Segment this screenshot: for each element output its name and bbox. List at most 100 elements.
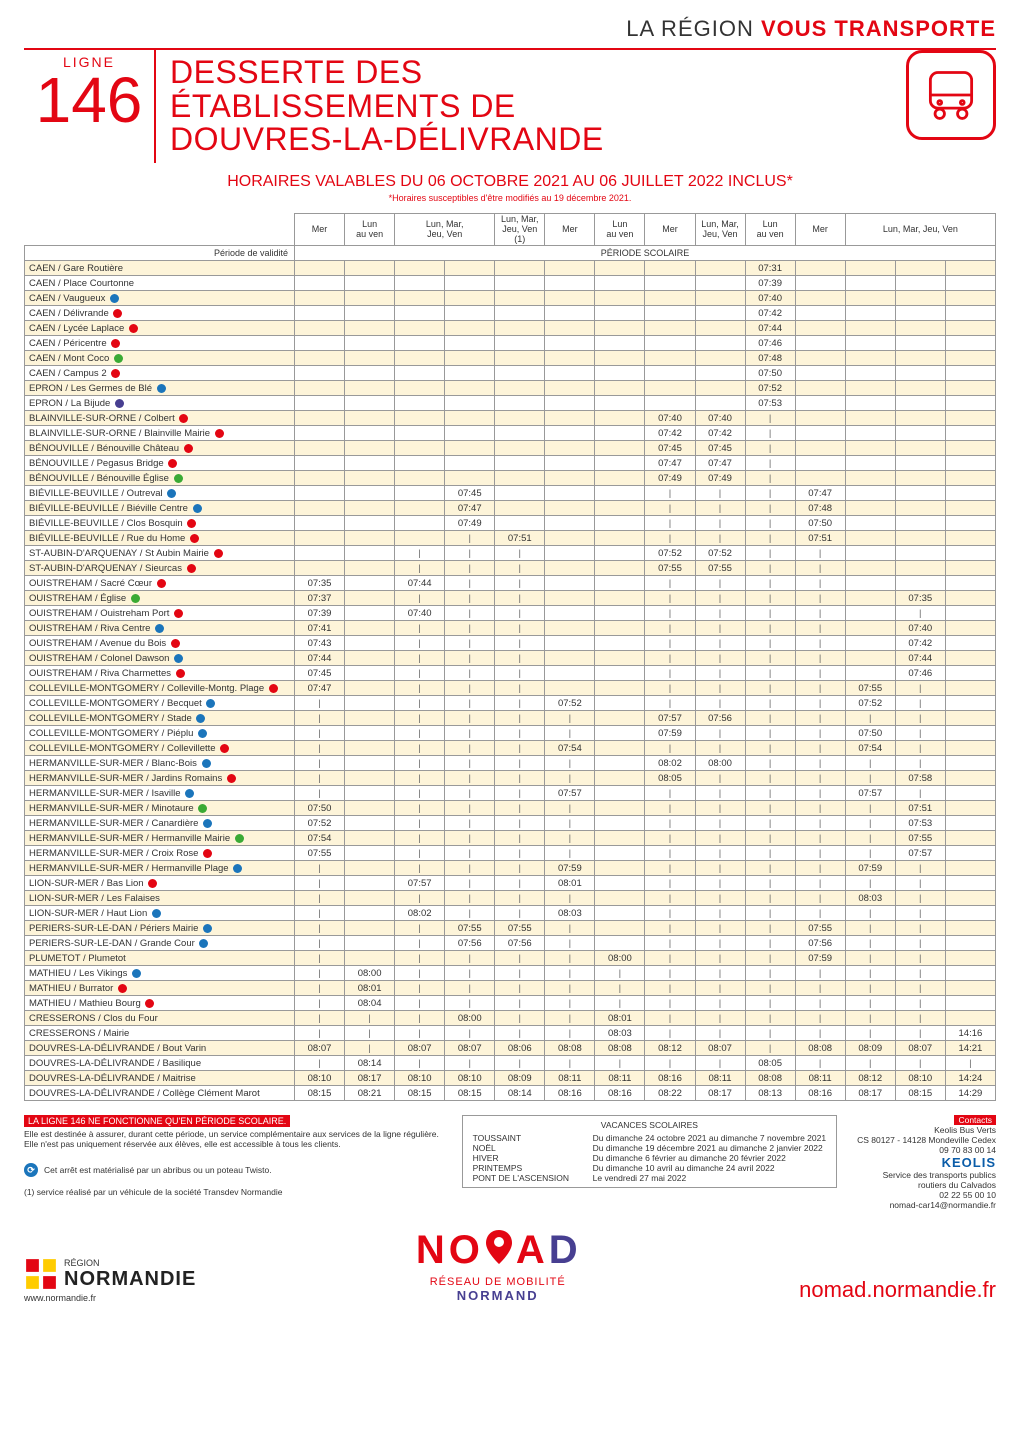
vacances-row: PRINTEMPSDu dimanche 10 avril au dimanch… <box>473 1163 826 1173</box>
time-cell: 08:07 <box>895 1041 945 1056</box>
contacts-label: Contacts <box>954 1115 996 1125</box>
stop-dot-icon <box>203 924 212 933</box>
time-cell <box>295 531 345 546</box>
time-cell <box>895 366 945 381</box>
time-cell: | <box>395 816 445 831</box>
time-cell <box>645 396 695 411</box>
time-cell: | <box>895 876 945 891</box>
time-cell <box>495 306 545 321</box>
time-cell: 07:59 <box>795 951 845 966</box>
table-row: HERMANVILLE-SUR-MER / Jardins Romains ||… <box>25 771 996 786</box>
time-cell <box>345 621 395 636</box>
time-cell <box>695 261 745 276</box>
time-cell: | <box>395 831 445 846</box>
contact-line: 09 70 83 00 14 <box>857 1145 996 1155</box>
time-cell <box>395 411 445 426</box>
time-cell <box>545 681 595 696</box>
timetable-body: Période de validitéPÉRIODE SCOLAIRECAEN … <box>25 246 996 1101</box>
time-cell: | <box>695 966 745 981</box>
time-cell: | <box>795 996 845 1011</box>
time-cell <box>545 606 595 621</box>
time-cell <box>545 591 595 606</box>
time-cell: 08:12 <box>645 1041 695 1056</box>
vacances-box: VACANCES SCOLAIRES TOUSSAINTDu dimanche … <box>462 1115 837 1188</box>
vacances-dates: Du dimanche 6 février au dimanche 20 fév… <box>593 1153 786 1163</box>
time-cell: 07:55 <box>295 846 345 861</box>
time-cell: | <box>695 576 745 591</box>
time-cell: 07:31 <box>745 261 795 276</box>
time-cell <box>845 576 895 591</box>
time-cell: | <box>745 546 795 561</box>
stop-name: CRESSERONS / Mairie <box>25 1026 295 1041</box>
stop-name: BÉNOUVILLE / Bénouville Église <box>25 471 295 486</box>
time-cell <box>695 291 745 306</box>
time-cell: | <box>745 696 795 711</box>
footer-red-bar: LA LIGNE 146 NE FONCTIONNE QU'EN PÉRIODE… <box>24 1115 290 1127</box>
time-cell <box>295 441 345 456</box>
time-cell: | <box>745 786 795 801</box>
time-cell <box>545 531 595 546</box>
time-cell: | <box>495 831 545 846</box>
time-cell: 07:54 <box>845 741 895 756</box>
time-cell <box>395 456 445 471</box>
time-cell: | <box>545 1026 595 1041</box>
time-cell <box>545 471 595 486</box>
time-cell: | <box>795 786 845 801</box>
time-cell <box>945 261 995 276</box>
time-cell <box>795 276 845 291</box>
time-cell: | <box>645 516 695 531</box>
time-cell <box>695 366 745 381</box>
time-cell <box>595 306 645 321</box>
title-line-2: ÉTABLISSEMENTS DE <box>170 90 894 124</box>
time-cell: | <box>295 756 345 771</box>
time-cell: | <box>395 936 445 951</box>
stop-name: BLAINVILLE-SUR-ORNE / Blainville Mairie <box>25 426 295 441</box>
time-cell <box>945 546 995 561</box>
svc-line: Service des transports publics <box>857 1170 996 1180</box>
time-cell <box>845 651 895 666</box>
time-cell: 08:04 <box>345 996 395 1011</box>
time-cell: | <box>795 861 845 876</box>
time-cell <box>945 771 995 786</box>
time-cell: | <box>645 591 695 606</box>
time-cell: | <box>295 951 345 966</box>
time-cell: 08:10 <box>895 1071 945 1086</box>
period-label: Période de validité <box>25 246 295 261</box>
time-cell: 07:56 <box>445 936 495 951</box>
header-empty <box>25 213 295 246</box>
time-cell <box>445 381 495 396</box>
time-cell: | <box>645 846 695 861</box>
time-cell: 08:08 <box>595 1041 645 1056</box>
time-cell: 07:55 <box>895 831 945 846</box>
title-line-3: DOUVRES-LA-DÉLIVRANDE <box>170 123 894 157</box>
stop-dot-icon <box>202 759 211 768</box>
time-cell <box>845 606 895 621</box>
stop-dot-icon <box>168 459 177 468</box>
time-cell: | <box>895 726 945 741</box>
time-cell: | <box>345 1026 395 1041</box>
time-cell: | <box>395 696 445 711</box>
time-cell <box>645 351 695 366</box>
table-row: COLLEVILLE-MONTGOMERY / Collevillette ||… <box>25 741 996 756</box>
time-cell <box>345 306 395 321</box>
time-cell: | <box>795 741 845 756</box>
time-cell: 07:42 <box>645 426 695 441</box>
time-cell: | <box>595 966 645 981</box>
time-cell <box>595 921 645 936</box>
time-cell <box>945 816 995 831</box>
time-cell: 08:17 <box>845 1086 895 1101</box>
time-cell <box>595 621 645 636</box>
table-row: CRESSERONS / Clos du Four|||08:00||08:01… <box>25 1011 996 1026</box>
time-cell: 07:59 <box>645 726 695 741</box>
time-cell <box>845 561 895 576</box>
stop-dot-icon <box>199 939 208 948</box>
time-cell: | <box>845 1056 895 1071</box>
time-cell: | <box>295 771 345 786</box>
time-cell <box>945 861 995 876</box>
time-cell: 08:17 <box>695 1086 745 1101</box>
time-cell <box>295 306 345 321</box>
time-cell <box>295 396 345 411</box>
footer-left: LA LIGNE 146 NE FONCTIONNE QU'EN PÉRIODE… <box>24 1115 442 1197</box>
time-cell: | <box>645 921 695 936</box>
time-cell: | <box>695 591 745 606</box>
